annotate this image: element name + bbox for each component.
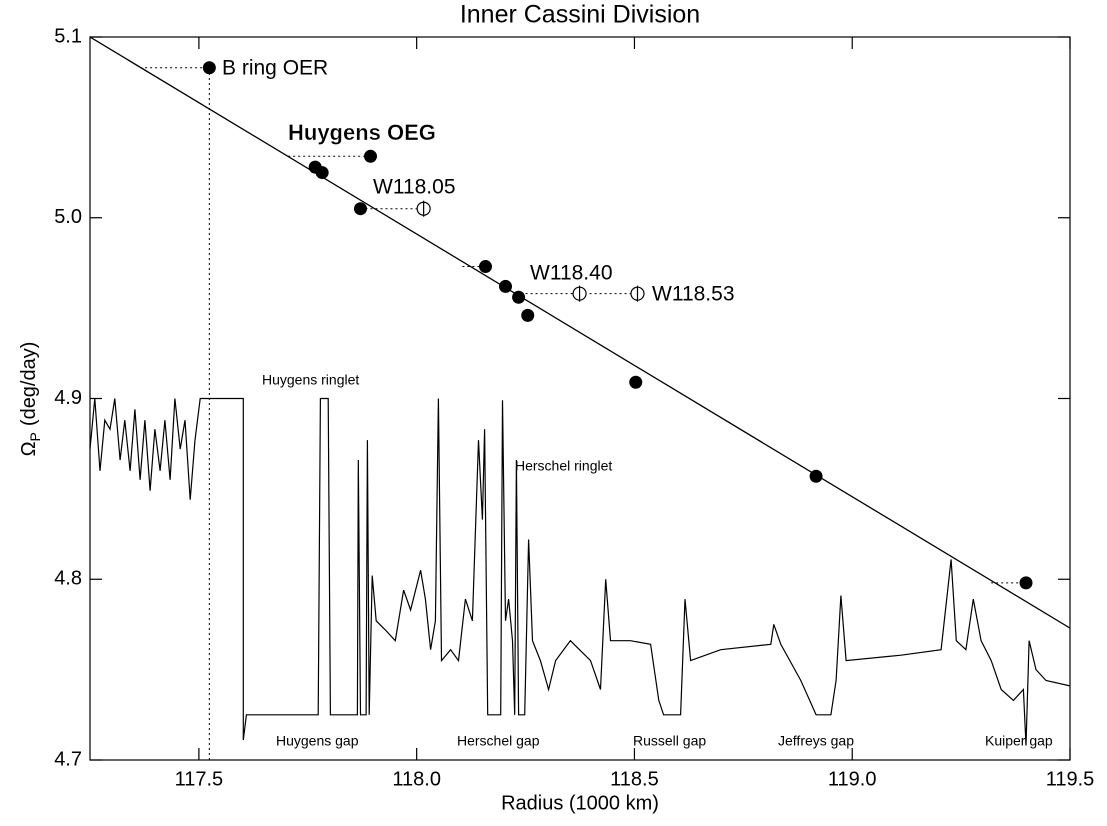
y-tick-label: 4.8 bbox=[54, 568, 82, 590]
y-axis-label: ΩP (deg/day) bbox=[18, 342, 42, 457]
annotation: W118.53 bbox=[652, 283, 735, 306]
x-axis-label: Radius (1000 km) bbox=[501, 792, 659, 814]
annotation: B ring OER bbox=[222, 57, 328, 80]
plot-area bbox=[90, 37, 1070, 760]
y-tick-label: 4.7 bbox=[54, 748, 82, 770]
annotation: W118.05 bbox=[373, 176, 456, 199]
x-tick-label: 117.5 bbox=[175, 768, 224, 790]
feature-label: Huygens ringlet bbox=[262, 372, 359, 388]
point bbox=[202, 61, 216, 75]
point bbox=[499, 279, 513, 293]
annotation: Huygens OEG bbox=[288, 120, 436, 145]
point bbox=[512, 290, 526, 304]
point bbox=[809, 469, 823, 483]
x-tick-label: 119.0 bbox=[828, 768, 877, 790]
feature-label: Kuiper gap bbox=[985, 733, 1053, 749]
feature-label: Russell gap bbox=[633, 733, 706, 749]
point bbox=[521, 308, 535, 322]
point bbox=[629, 375, 643, 389]
x-tick-label: 118.0 bbox=[392, 768, 441, 790]
y-tick-label: 4.9 bbox=[54, 387, 82, 409]
feature-label: Huygens gap bbox=[276, 733, 359, 749]
x-tick-label: 118.5 bbox=[610, 768, 659, 790]
y-label-symbol: Ω bbox=[18, 441, 40, 456]
point bbox=[1019, 576, 1033, 590]
y-label-unit: (deg/day) bbox=[18, 342, 40, 427]
point bbox=[363, 149, 377, 163]
occultation-profile bbox=[90, 397, 1070, 746]
chart-title: Inner Cassini Division bbox=[460, 1, 700, 29]
point bbox=[478, 260, 492, 274]
feature-label: Herschel ringlet bbox=[515, 458, 612, 474]
feature-label: Jeffreys gap bbox=[778, 733, 854, 749]
y-label-subscript: P bbox=[27, 432, 43, 441]
y-tick-label: 5.1 bbox=[54, 25, 82, 47]
point bbox=[315, 166, 329, 180]
y-tick-label: 5.0 bbox=[54, 206, 82, 228]
fit-line bbox=[90, 37, 1070, 629]
annotation: W118.40 bbox=[530, 262, 613, 285]
x-tick-label: 119.5 bbox=[1046, 768, 1095, 790]
feature-label: Herschel gap bbox=[457, 733, 540, 749]
